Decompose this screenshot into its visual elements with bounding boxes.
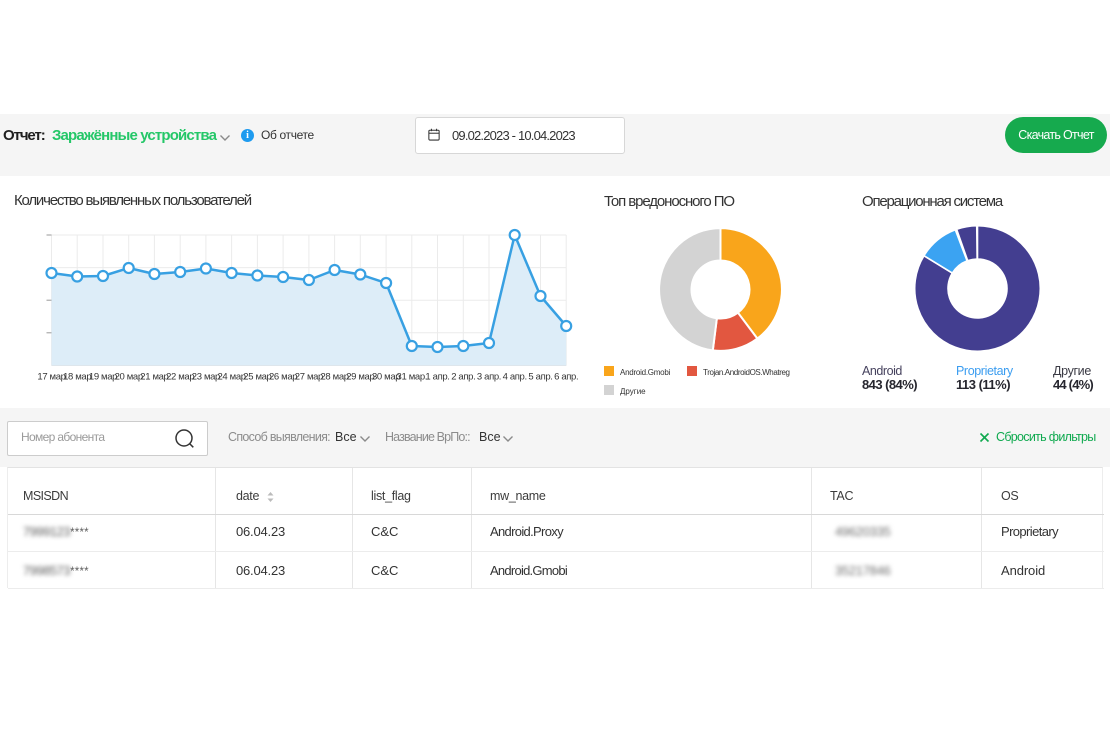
svg-text:23 мар: 23 мар [192,372,220,383]
svg-text:19 мар: 19 мар [89,372,117,383]
svg-text:18 мар: 18 мар [63,372,91,383]
svg-text:31 мар.: 31 мар. [397,372,428,383]
svg-text:3 апр.: 3 апр. [477,372,501,383]
svg-text:28 мар: 28 мар [320,372,348,383]
svg-text:4 апр.: 4 апр. [503,372,527,383]
svg-text:26 мар: 26 мар [269,372,297,383]
svg-text:30 мар: 30 мар [372,372,400,383]
svg-text:22 мар: 22 мар [166,372,194,383]
svg-text:1 апр.: 1 апр. [425,372,449,383]
svg-text:5 апр.: 5 апр. [528,372,552,383]
svg-text:21 мар: 21 мар [140,372,168,383]
svg-text:29 мар: 29 мар [346,372,374,383]
svg-text:17 мар: 17 мар [37,372,65,383]
svg-text:6 апр.: 6 апр. [554,372,578,383]
svg-text:2 апр.: 2 апр. [451,372,475,383]
svg-text:24 мар: 24 мар [217,372,245,383]
svg-text:20 мар: 20 мар [115,372,143,383]
svg-text:25 мар: 25 мар [243,372,271,383]
svg-text:27 мар: 27 мар [295,372,323,383]
